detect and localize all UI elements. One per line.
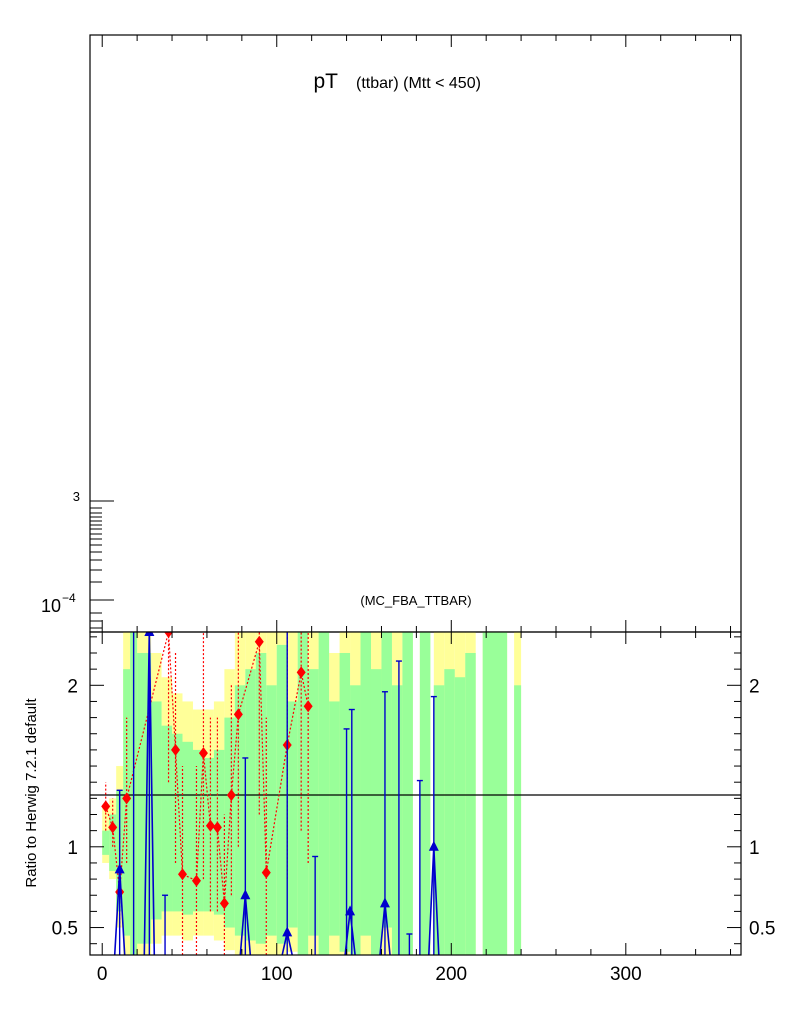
band-inner-bin-21 xyxy=(308,669,319,936)
band-inner-bin-18 xyxy=(276,644,288,944)
x-tick-label-1: 100 xyxy=(261,964,293,985)
series-blue xyxy=(113,632,440,955)
x-tick-label-0: 0 xyxy=(97,964,108,985)
red-point-13 xyxy=(233,708,243,721)
band-inner-bin-33 xyxy=(444,669,455,955)
red-point-11 xyxy=(219,897,229,910)
red-point-17 xyxy=(296,666,306,679)
red-point-5 xyxy=(171,743,181,756)
band-inner-bin-26 xyxy=(360,632,371,936)
main-y-tick-label-1e-4-base: 10 xyxy=(41,596,61,616)
band-inner-bin-14 xyxy=(234,685,246,936)
band-inner-bin-28 xyxy=(381,632,392,928)
main-y-tick-label-1e-4-exp: −4 xyxy=(62,591,76,605)
ratio-plot-frame xyxy=(89,631,742,956)
band-inner-bin-34 xyxy=(454,677,466,955)
ratio-panel: 0 100 200 300 0.5 0.5 1 1 2 2 Ratio to Herwig 7.2… xyxy=(23,631,776,985)
blue-point-1 xyxy=(144,632,155,636)
band-inner-bin-24 xyxy=(339,652,351,952)
blue-point-0 xyxy=(114,863,125,874)
band-inner-bin-19 xyxy=(287,701,298,928)
blue-point-4 xyxy=(345,905,356,916)
red-point-9 xyxy=(205,819,215,832)
red-point-14 xyxy=(254,635,264,648)
main-left-ticks xyxy=(90,500,114,629)
band-inner-bin-12 xyxy=(213,749,225,915)
band-inner-bin-6 xyxy=(151,701,162,920)
red-point-10 xyxy=(212,821,222,834)
main-top-ticks xyxy=(101,35,732,632)
band-inner-bin-23 xyxy=(329,701,340,936)
blue-point-6 xyxy=(428,840,439,851)
blue-point-3 xyxy=(282,926,293,937)
y-tick-label-right-1: 1 xyxy=(749,838,760,859)
band-inner-bin-36 xyxy=(482,632,508,955)
band-inner-bin-32 xyxy=(433,685,445,955)
band-inner-bin-0 xyxy=(102,830,110,855)
analysis-label: (MC_FBA_TTBAR) xyxy=(360,593,471,608)
x-tick-label-2: 200 xyxy=(435,964,467,985)
y-tick-label-left-2: 2 xyxy=(67,676,78,697)
y-tick-label-right-0: 0.5 xyxy=(749,919,775,940)
band-inner-bin-25 xyxy=(350,685,361,955)
plot-title-main: pT xyxy=(313,70,338,93)
band-inner-bin-37 xyxy=(514,685,522,955)
band-inner-bin-7 xyxy=(161,725,173,912)
band-inner-bin-11 xyxy=(203,757,214,912)
uncertainty-band-inner xyxy=(102,632,522,955)
band-inner-bin-29 xyxy=(391,685,403,955)
red-point-6 xyxy=(178,868,188,881)
band-inner-bin-15 xyxy=(245,669,256,941)
ratio-axis-labels: 0 100 200 300 0.5 0.5 1 1 2 2 xyxy=(52,676,776,985)
x-tick-label-3: 300 xyxy=(610,964,642,985)
band-inner-bin-27 xyxy=(370,669,382,955)
band-inner-bin-9 xyxy=(182,741,193,915)
band-inner-bin-35 xyxy=(465,652,476,955)
band-inner-bin-30 xyxy=(402,632,413,955)
ratio-axis-ticks xyxy=(90,632,741,955)
blue-point-2 xyxy=(240,889,251,900)
y-tick-label-right-2: 2 xyxy=(749,676,760,697)
band-inner-bin-17 xyxy=(266,685,277,936)
red-point-3 xyxy=(122,792,132,805)
band-inner-bin-16 xyxy=(255,652,267,944)
red-point-0 xyxy=(101,800,111,813)
main-y-tick-label-3: 3 xyxy=(73,489,80,504)
band-inner-bin-10 xyxy=(192,749,204,912)
ratio-y-axis-label: Ratio to Herwig 7.2.1 default xyxy=(23,698,40,888)
red-point-12 xyxy=(226,789,236,802)
red-point-7 xyxy=(191,874,201,887)
band-inner-bin-22 xyxy=(318,632,330,955)
band-inner-bin-31 xyxy=(419,632,431,955)
y-tick-label-left-0: 0.5 xyxy=(52,919,78,940)
band-inner-bin-13 xyxy=(224,717,235,928)
red-point-18 xyxy=(303,700,313,713)
plot-title-sub: (ttbar) (Mtt < 450) xyxy=(356,75,481,92)
red-point-15 xyxy=(261,866,271,879)
band-inner-bin-8 xyxy=(172,733,183,912)
red-point-4 xyxy=(164,632,174,638)
y-tick-label-left-1: 1 xyxy=(67,838,78,859)
band-inner-bin-20 xyxy=(297,632,309,955)
red-point-1 xyxy=(108,821,118,834)
red-point-8 xyxy=(198,747,208,760)
blue-point-5 xyxy=(379,897,390,908)
